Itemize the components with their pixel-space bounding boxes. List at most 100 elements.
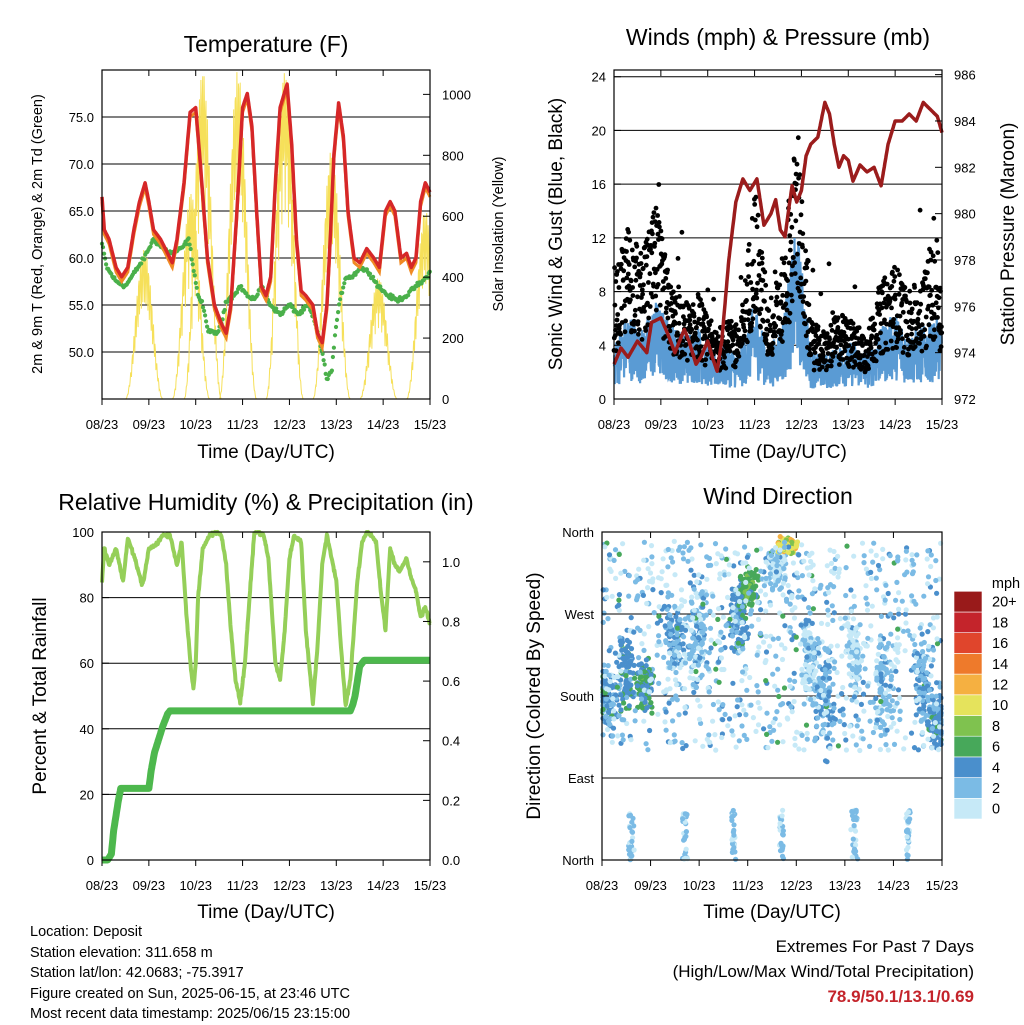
wind-gust-point bbox=[794, 181, 799, 187]
wind-direction-point bbox=[801, 701, 807, 707]
wind-direction-point bbox=[904, 834, 910, 840]
wind-gust-point bbox=[690, 302, 696, 307]
x-tick-label: 14/23 bbox=[877, 878, 910, 893]
wind-direction-point bbox=[914, 552, 920, 558]
wind-gust-point bbox=[647, 271, 653, 277]
wind-gust-point bbox=[665, 315, 671, 321]
wind-direction-point bbox=[905, 844, 911, 851]
y-tick-label: 40 bbox=[80, 722, 94, 737]
wind-gust-point bbox=[889, 305, 894, 311]
wind-direction-point bbox=[801, 747, 807, 753]
wind-direction-point bbox=[905, 628, 911, 634]
wind-direction-point bbox=[802, 633, 808, 639]
speed-legend-swatch bbox=[953, 590, 983, 613]
wind-gust-point bbox=[928, 249, 934, 255]
wind-gust-point bbox=[652, 240, 658, 246]
wind-gust-point bbox=[885, 347, 891, 352]
wind-gust-point bbox=[750, 316, 756, 322]
y2-tick-label: 600 bbox=[442, 209, 464, 224]
wind-direction-point bbox=[803, 722, 810, 728]
wind-direction-point bbox=[616, 592, 623, 598]
wind-direction-point bbox=[835, 743, 842, 749]
wind-gust-point bbox=[801, 294, 807, 299]
wind-gust-point bbox=[918, 329, 924, 335]
wind-direction-point bbox=[775, 687, 781, 693]
wind-direction-point bbox=[618, 638, 624, 644]
wind-gust-point bbox=[899, 300, 905, 306]
wind-gust-point bbox=[889, 284, 895, 289]
wind-direction-point bbox=[637, 669, 643, 675]
wind-gust-point bbox=[877, 312, 882, 317]
wind-gust-point bbox=[623, 236, 629, 242]
wind-direction-point bbox=[761, 639, 767, 645]
wind-direction-point bbox=[843, 695, 849, 701]
wind-gust-point bbox=[761, 318, 766, 324]
wind-direction-point bbox=[884, 701, 891, 707]
wind-direction-point bbox=[828, 560, 835, 567]
wind-direction-point bbox=[840, 706, 846, 712]
wind-gust-point bbox=[635, 294, 640, 300]
dewpoint-point bbox=[325, 376, 330, 382]
wind-direction-point bbox=[754, 547, 760, 553]
wind-gust-point bbox=[632, 264, 638, 270]
wind-direction-point bbox=[869, 603, 875, 609]
wind-direction-point bbox=[667, 642, 673, 648]
wind-direction-point bbox=[905, 809, 912, 815]
wind-direction-point bbox=[851, 694, 858, 700]
wind-direction-point bbox=[609, 593, 615, 599]
wind-direction-point bbox=[648, 676, 655, 682]
speed-legend-swatch bbox=[953, 611, 983, 634]
x-tick-label: 08/23 bbox=[586, 878, 619, 893]
wind-direction-point bbox=[933, 577, 939, 584]
wind-gust-point bbox=[615, 312, 621, 317]
wind-direction-point bbox=[916, 659, 922, 665]
wind-direction-point bbox=[883, 742, 889, 748]
wind-direction-point bbox=[644, 600, 650, 607]
wind-direction-point bbox=[679, 624, 685, 631]
wind-direction-point bbox=[620, 662, 626, 668]
wind-direction-point bbox=[785, 582, 791, 589]
wind-gust-point bbox=[706, 326, 711, 332]
wind-direction-point bbox=[612, 650, 619, 656]
dewpoint-point bbox=[342, 281, 347, 286]
wind-gust-point bbox=[626, 283, 632, 289]
wind-direction-point bbox=[888, 661, 894, 667]
wind-gust-point bbox=[868, 345, 874, 351]
wind-direction-point bbox=[774, 562, 780, 569]
wind-direction-point bbox=[933, 558, 939, 564]
wind-direction-point bbox=[839, 653, 845, 659]
y2-tick-label: 800 bbox=[442, 148, 464, 163]
wind-gust-point bbox=[926, 303, 931, 309]
wind-direction-point bbox=[753, 567, 759, 573]
wind-direction-point bbox=[645, 747, 651, 753]
wind-direction-point bbox=[723, 546, 729, 552]
x-tick-label: 13/23 bbox=[832, 417, 865, 432]
wind-direction-point bbox=[713, 666, 719, 672]
wind-gust-point bbox=[736, 353, 742, 359]
wind-direction-point bbox=[736, 712, 743, 718]
wind-direction-point bbox=[767, 724, 773, 730]
wind-gust-point bbox=[673, 320, 679, 326]
wind-direction-point bbox=[719, 646, 725, 653]
wind-gust-point bbox=[901, 345, 907, 350]
wind-direction-point bbox=[605, 726, 611, 733]
wind-direction-point bbox=[780, 807, 786, 813]
wind-direction-point bbox=[666, 620, 673, 627]
wind-direction-point bbox=[654, 620, 661, 626]
wind-gust-point bbox=[615, 340, 621, 346]
speed-legend-label: 0 bbox=[992, 802, 1000, 818]
wind-gust-point bbox=[895, 267, 900, 273]
wind-direction-point bbox=[841, 722, 847, 728]
dewpoint-point bbox=[320, 351, 325, 356]
wind-direction-point bbox=[915, 747, 922, 753]
wind-gust-point bbox=[902, 285, 908, 290]
wind-gust-point bbox=[866, 325, 872, 331]
wind-direction-point bbox=[877, 637, 883, 643]
x-tick-label: 08/23 bbox=[86, 417, 119, 432]
wind-gust-point bbox=[685, 357, 690, 363]
wind-gust-point bbox=[772, 269, 778, 275]
wind-direction-point bbox=[853, 659, 859, 665]
wind-direction-point bbox=[739, 604, 746, 610]
wind-direction-point bbox=[645, 585, 651, 591]
wind-direction-point bbox=[931, 740, 938, 746]
